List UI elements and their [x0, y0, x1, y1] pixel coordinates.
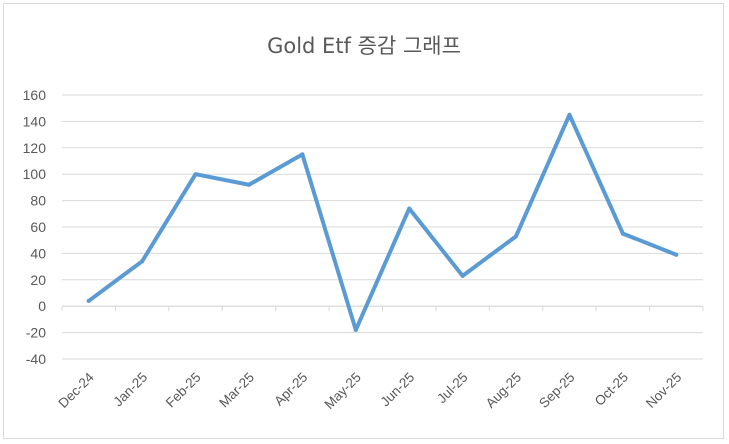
data-point: [407, 206, 412, 211]
y-tick-label: 140: [23, 113, 47, 129]
y-tick-label: -20: [26, 325, 46, 341]
series-line: [86, 112, 679, 332]
y-tick-label: 160: [23, 87, 47, 103]
y-tick-label: 80: [30, 193, 46, 209]
data-point: [140, 259, 145, 264]
y-tick-label: 0: [38, 298, 46, 314]
data-point: [86, 298, 91, 303]
y-tick-label: 60: [30, 219, 46, 235]
y-tick-label: 100: [23, 166, 47, 182]
data-point: [300, 152, 305, 157]
gridlines: [62, 94, 703, 360]
x-tick-label: Mar-25: [216, 370, 257, 411]
data-point: [460, 273, 465, 278]
data-point: [514, 234, 519, 239]
data-point: [353, 327, 358, 332]
data-point: [620, 231, 625, 236]
x-tick-label: Sep-25: [536, 370, 577, 411]
y-tick-label: 20: [30, 272, 46, 288]
x-tick-label: Jun-25: [378, 370, 418, 410]
chart-title: Gold Etf 증감 그래프: [267, 34, 461, 58]
x-tick-label: Oct-25: [592, 370, 631, 409]
series-group: [86, 112, 679, 332]
y-tick-label: 120: [23, 140, 47, 156]
x-tick-label: May-25: [321, 370, 363, 412]
x-tick-label: Nov-25: [643, 370, 684, 411]
chart-frame: [3, 3, 724, 439]
x-tick-label: Aug-25: [483, 370, 524, 411]
data-point: [567, 112, 572, 117]
y-tick-label: -40: [26, 351, 46, 367]
x-tick-label: Apr-25: [271, 370, 310, 409]
x-tick-label: Jul-25: [434, 370, 471, 407]
data-point: [246, 182, 251, 187]
x-tick-label: Feb-25: [163, 370, 204, 411]
y-tick-label: 40: [30, 245, 46, 261]
data-point: [674, 252, 679, 257]
data-point: [193, 172, 198, 177]
x-tick-label: Dec-24: [55, 369, 97, 411]
y-axis-ticks: 160 140 120 100 80 60 40 20 0 -20 -40: [23, 87, 47, 367]
x-tick-label: Jan-25: [110, 370, 150, 410]
